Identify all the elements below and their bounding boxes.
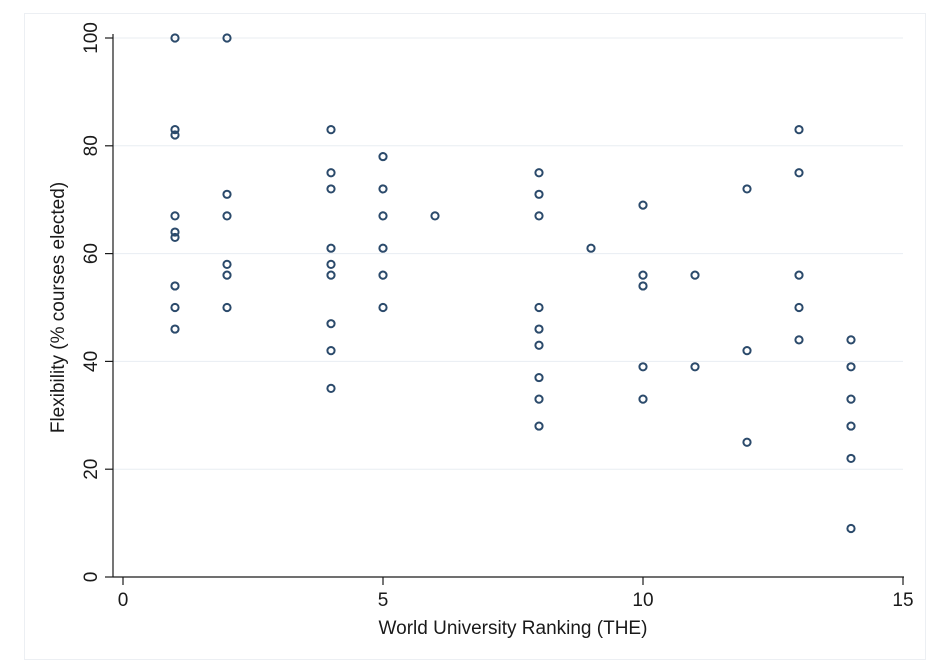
data-point	[534, 372, 544, 383]
data-point	[586, 243, 596, 253]
data-point	[794, 270, 804, 280]
data-point	[534, 189, 544, 199]
data-point	[534, 340, 544, 350]
data-point	[378, 211, 388, 221]
data-point	[534, 211, 544, 221]
data-point	[846, 362, 856, 372]
x-axis-title: World University Ranking (THE)	[379, 618, 648, 639]
data-point	[534, 394, 544, 404]
data-point	[534, 168, 544, 178]
data-point	[326, 319, 336, 329]
data-point	[326, 125, 336, 135]
data-point	[326, 168, 336, 178]
data-point	[326, 383, 336, 393]
y-tick-label: 40	[81, 351, 102, 372]
data-point	[378, 302, 388, 313]
data-point	[170, 232, 180, 243]
y-tick-label: 0	[81, 572, 102, 583]
tick-marks: 0 20 40 60 80 100 0 5 10 15	[81, 22, 914, 611]
data-point	[638, 362, 648, 372]
data-point	[846, 421, 856, 431]
data-point	[326, 243, 336, 253]
data-point	[846, 335, 856, 345]
data-point	[170, 227, 180, 237]
data-point	[222, 259, 232, 269]
x-tick-label: 15	[892, 590, 913, 611]
data-point	[326, 259, 336, 269]
scatter-plot: 0 20 40 60 80 100 0 5 10 15 World University Rank…	[48, 22, 914, 639]
y-tick-label: 100	[81, 22, 102, 54]
data-point	[170, 302, 180, 313]
data-point	[222, 270, 232, 280]
data-point	[170, 324, 180, 334]
data-point	[378, 184, 388, 194]
data-point	[378, 270, 388, 280]
y-axis-title: Flexibility (% courses elected)	[48, 182, 69, 433]
data-point	[742, 346, 752, 356]
data-point	[326, 270, 336, 280]
data-point	[378, 243, 388, 253]
data-point	[222, 211, 232, 221]
data-point	[378, 151, 388, 162]
data-point	[534, 302, 544, 313]
data-point	[742, 437, 752, 447]
data-point	[534, 324, 544, 334]
data-point	[326, 346, 336, 356]
x-tick-label: 5	[378, 590, 389, 611]
data-point	[690, 362, 700, 372]
data-point	[742, 184, 752, 194]
data-point	[170, 125, 180, 135]
data-point	[222, 302, 232, 313]
data-point	[846, 523, 856, 534]
grid-lines	[113, 37, 903, 470]
data-points	[170, 33, 856, 534]
data-point	[638, 270, 648, 280]
data-point	[170, 130, 180, 140]
x-tick-label: 10	[632, 590, 653, 611]
data-point	[170, 281, 180, 291]
data-point	[170, 33, 180, 43]
y-tick-label: 60	[81, 243, 102, 264]
y-tick-label: 80	[81, 135, 102, 156]
data-point	[222, 189, 232, 199]
data-point	[846, 394, 856, 404]
data-point	[170, 211, 180, 221]
chart-frame: 0 20 40 60 80 100 0 5 10 15 World University Rank…	[25, 14, 925, 659]
data-point	[638, 281, 648, 291]
data-point	[794, 302, 804, 313]
data-point	[638, 394, 648, 404]
data-point	[534, 421, 544, 431]
y-tick-label: 20	[81, 459, 102, 480]
data-point	[638, 200, 648, 210]
data-point	[794, 335, 804, 345]
data-point	[846, 453, 856, 464]
x-tick-label: 0	[118, 590, 129, 611]
axes	[112, 34, 904, 578]
data-point	[690, 270, 700, 280]
data-point	[222, 33, 232, 43]
data-point	[326, 184, 336, 194]
data-point	[794, 168, 804, 178]
data-point	[430, 211, 440, 221]
data-point	[794, 125, 804, 135]
